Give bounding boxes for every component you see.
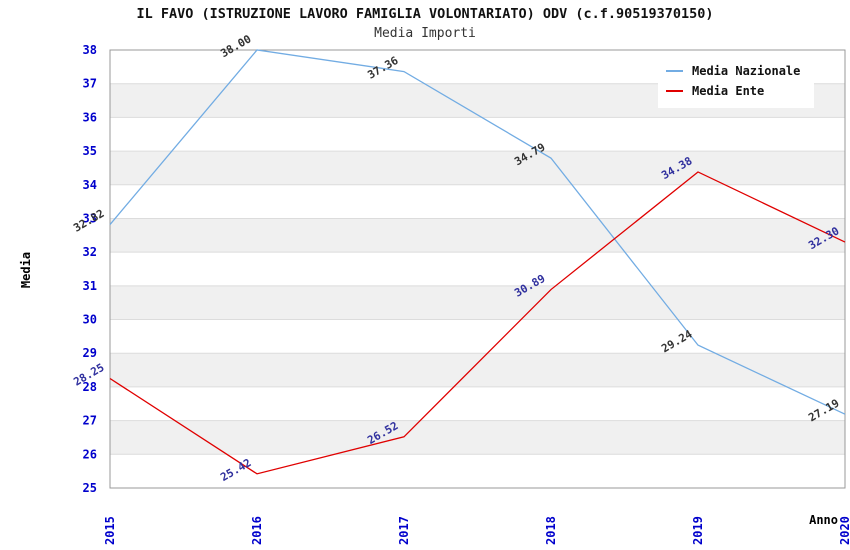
plot-band <box>110 353 845 387</box>
media-ente-line-swatch-icon <box>666 90 683 92</box>
x-tick-label: 2016 <box>250 516 264 545</box>
y-tick-label: 29 <box>83 346 97 360</box>
y-tick-label: 37 <box>83 77 97 91</box>
y-tick-label: 28 <box>83 380 97 394</box>
chart-subtitle: Media Importi <box>374 26 476 41</box>
plot-band <box>110 151 845 185</box>
series-line-media-ente <box>109 171 846 475</box>
plot-band <box>110 319 845 354</box>
plot-band <box>110 218 845 253</box>
legend-item-media-nazionale: Media Nazionale <box>666 61 806 81</box>
plot-band <box>110 420 845 455</box>
y-tick-label: 35 <box>83 144 97 158</box>
chart-legend: Media Nazionale Media Ente <box>658 56 814 108</box>
y-axis-title: Media <box>19 252 33 288</box>
plot-band <box>110 285 845 320</box>
y-tick-label: 36 <box>83 110 97 124</box>
x-tick-label: 2015 <box>103 516 117 545</box>
y-tick-label: 38 <box>83 43 97 57</box>
plot-band <box>110 454 845 488</box>
plot-band <box>110 252 845 286</box>
legend-label-media-nazionale: Media Nazionale <box>692 64 801 78</box>
media-nazionale-line-swatch-icon <box>666 70 683 72</box>
y-tick-label: 30 <box>83 313 97 327</box>
plot-border <box>109 49 846 489</box>
x-tick-label: 2019 <box>691 516 705 545</box>
x-tick-label: 2017 <box>397 516 411 545</box>
legend-label-media-ente: Media Ente <box>692 84 765 98</box>
y-tick-label: 25 <box>83 481 97 495</box>
y-tick-label: 34 <box>83 178 97 192</box>
y-tick-label: 27 <box>83 414 97 428</box>
plot-band <box>110 117 845 152</box>
y-tick-label: 32 <box>83 245 97 259</box>
y-tick-label: 26 <box>83 447 97 461</box>
y-tick-label: 33 <box>83 211 97 225</box>
legend-item-media-ente: Media Ente <box>666 81 806 101</box>
plot-band <box>110 184 845 219</box>
plot-band <box>110 386 845 421</box>
x-axis-title: Anno <box>809 513 838 527</box>
y-tick-label: 31 <box>83 279 97 293</box>
x-tick-label: 2020 <box>838 516 850 545</box>
x-tick-label: 2018 <box>544 516 558 545</box>
chart-title: IL FAVO (ISTRUZIONE LAVORO FAMIGLIA VOLO… <box>136 6 714 22</box>
series-line-media-nazionale <box>109 49 846 415</box>
